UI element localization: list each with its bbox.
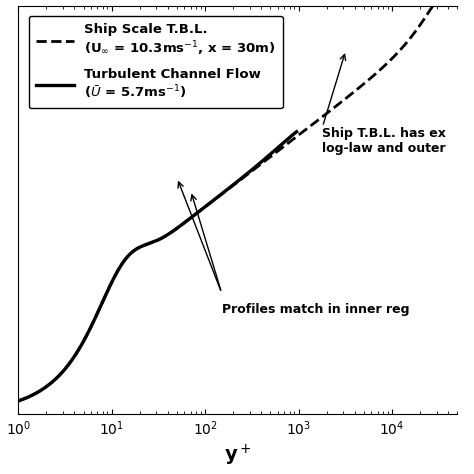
Text: Profiles match in inner reg: Profiles match in inner reg <box>222 303 409 316</box>
Text: Ship T.B.L. has ex
log-law and outer: Ship T.B.L. has ex log-law and outer <box>322 127 447 155</box>
X-axis label: y$^+$: y$^+$ <box>224 443 252 468</box>
Legend: Ship Scale T.B.L.
(U$_\infty$ = 10.3ms$^{-1}$, x = 30m), Turbulent Channel Flow
: Ship Scale T.B.L. (U$_\infty$ = 10.3ms$^… <box>29 16 283 108</box>
